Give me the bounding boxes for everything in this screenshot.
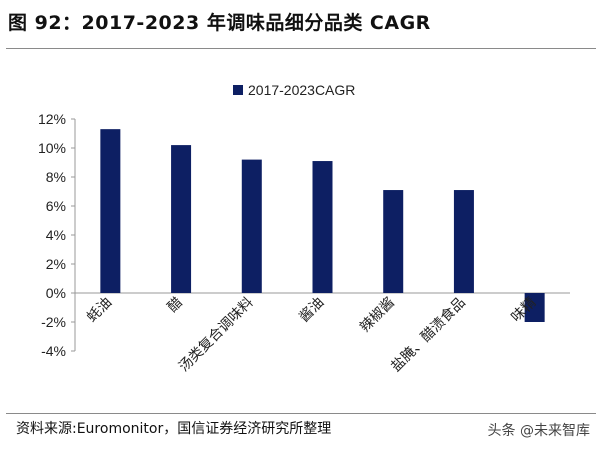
title-divider	[6, 48, 596, 49]
y-tick-label: 10%	[38, 140, 66, 156]
legend-label: 2017-2023CAGR	[248, 82, 355, 98]
source-divider	[6, 413, 596, 414]
bar	[241, 159, 262, 293]
y-tick-label: 2%	[46, 256, 66, 272]
y-tick-label: 12%	[38, 111, 66, 127]
y-tick-label: -2%	[41, 314, 66, 330]
x-category-label: 醋	[165, 295, 186, 316]
x-category-label: 盐腌、醋渍食品	[387, 294, 468, 375]
figure-title: 图 92：2017-2023 年调味品细分品类 CAGR	[8, 12, 431, 34]
x-category-label: 辣椒酱	[357, 295, 398, 336]
bar	[100, 129, 121, 293]
y-tick-label: -4%	[41, 343, 66, 359]
watermark: 头条 @未来智库	[487, 423, 590, 439]
bar	[524, 293, 545, 322]
bar	[312, 161, 333, 293]
x-category-label: 汤类复合调味料	[175, 294, 256, 375]
legend-swatch	[233, 85, 243, 95]
y-tick-label: 8%	[46, 169, 66, 185]
bar	[171, 145, 192, 293]
source-note: 资料来源:Euromonitor，国信证券经济研究所整理	[16, 421, 332, 437]
y-tick-label: 0%	[46, 285, 66, 301]
bar	[453, 190, 474, 293]
x-category-label: 酱油	[296, 295, 327, 326]
y-tick-label: 4%	[46, 227, 66, 243]
bar	[383, 190, 404, 293]
x-category-label: 蚝油	[84, 295, 115, 326]
y-tick-label: 6%	[46, 198, 66, 214]
